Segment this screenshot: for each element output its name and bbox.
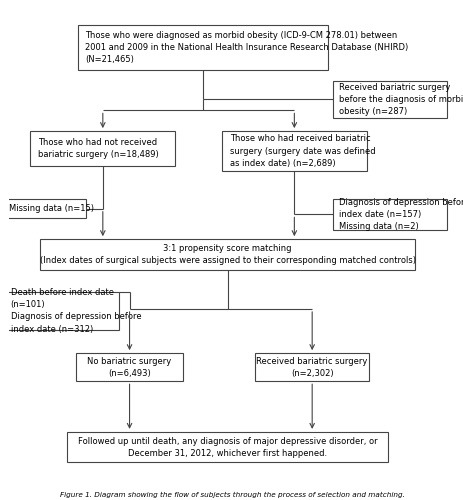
Text: Those who were diagnosed as morbid obesity (ICD-9-CM 278.01) between
2001 and 20: Those who were diagnosed as morbid obesi… [85, 31, 407, 64]
Text: 3:1 propensity score matching
(Index dates of surgical subjects were assigned to: 3:1 propensity score matching (Index dat… [39, 244, 415, 265]
Text: Those who had not received
bariatric surgery (n=18,489): Those who had not received bariatric sur… [38, 138, 159, 159]
FancyBboxPatch shape [40, 239, 414, 270]
Text: No bariatric surgery
(n=6,493): No bariatric surgery (n=6,493) [87, 356, 171, 378]
FancyBboxPatch shape [221, 131, 366, 171]
Text: Death before index date
(n=101)
Diagnosis of depression before
index date (n=312: Death before index date (n=101) Diagnosi… [11, 288, 141, 334]
FancyBboxPatch shape [76, 353, 182, 382]
FancyBboxPatch shape [4, 200, 86, 218]
FancyBboxPatch shape [332, 80, 446, 118]
FancyBboxPatch shape [31, 131, 175, 166]
Text: Received bariatric surgery
before the diagnosis of morbid
obesity (n=287): Received bariatric surgery before the di… [338, 82, 463, 116]
Text: Those who had received bariatric
surgery (surgery date was defined
as index date: Those who had received bariatric surgery… [229, 134, 375, 168]
FancyBboxPatch shape [67, 432, 387, 462]
FancyBboxPatch shape [5, 292, 119, 330]
FancyBboxPatch shape [255, 353, 368, 382]
Text: Received bariatric surgery
(n=2,302): Received bariatric surgery (n=2,302) [256, 356, 367, 378]
Text: Figure 1. Diagram showing the flow of subjects through the process of selection : Figure 1. Diagram showing the flow of su… [59, 492, 404, 498]
FancyBboxPatch shape [332, 199, 446, 230]
Text: Followed up until death, any diagnosis of major depressive disorder, or
December: Followed up until death, any diagnosis o… [78, 436, 376, 458]
Text: Missing data (n=15): Missing data (n=15) [9, 204, 94, 214]
Text: Diagnosis of depression before
index date (n=157)
Missing data (n=2): Diagnosis of depression before index dat… [338, 198, 463, 231]
FancyBboxPatch shape [78, 26, 327, 70]
